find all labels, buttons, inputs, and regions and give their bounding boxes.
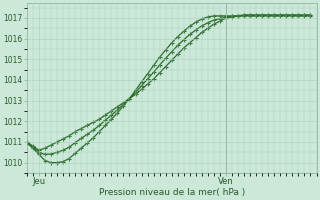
- X-axis label: Pression niveau de la mer( hPa ): Pression niveau de la mer( hPa ): [99, 188, 245, 197]
